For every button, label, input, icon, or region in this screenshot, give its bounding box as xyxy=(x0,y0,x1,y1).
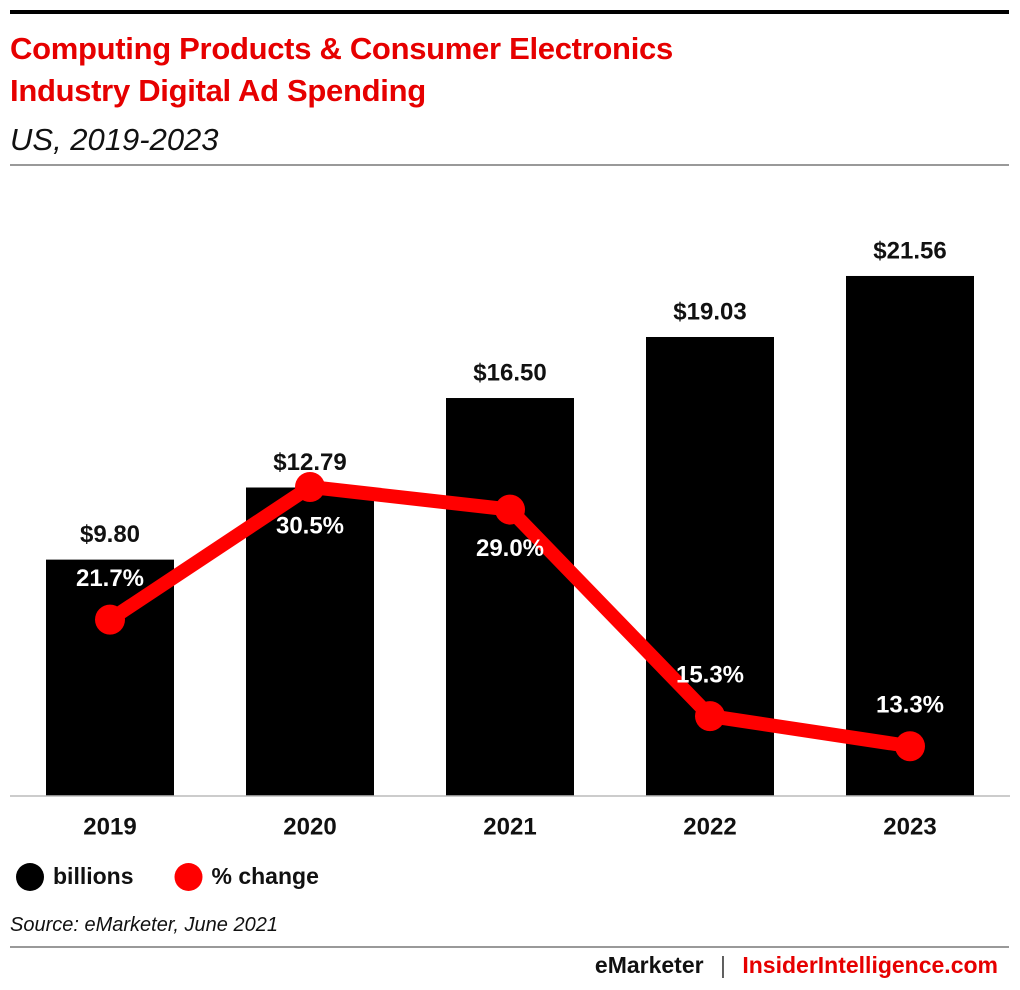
source: Source: eMarketer, June 2021 xyxy=(10,914,278,936)
legend-label: % change xyxy=(212,863,319,889)
x-tick-label: 2023 xyxy=(883,813,936,840)
bar-value-label: $12.79 xyxy=(273,449,346,476)
x-tick-label: 2019 xyxy=(83,813,136,840)
bar xyxy=(246,487,374,796)
x-tick-label: 2022 xyxy=(683,813,736,840)
bar-value-label: $9.80 xyxy=(80,521,140,548)
x-tick-label: 2021 xyxy=(483,813,536,840)
bar-value-label: $21.56 xyxy=(873,237,946,264)
legend-marker xyxy=(174,863,203,891)
chart-subtitle: US, 2019-2023 xyxy=(10,122,219,157)
bar xyxy=(846,275,974,797)
line-point xyxy=(895,731,925,762)
line-value-label: 21.7% xyxy=(76,565,144,592)
footer-brand: eMarketer xyxy=(594,952,704,978)
divider xyxy=(10,164,1009,166)
bar-value-label: $16.50 xyxy=(473,359,546,386)
footer: eMarketer | InsiderIntelligence.com xyxy=(585,952,998,979)
line-value-label: 30.5% xyxy=(276,512,344,539)
line-value-label: 13.3% xyxy=(876,692,944,719)
line-point xyxy=(95,604,125,635)
bar-value-label: $19.03 xyxy=(673,298,746,325)
line-value-label: 15.3% xyxy=(676,661,744,688)
line-point xyxy=(695,701,725,732)
footer-separator: | xyxy=(719,952,726,978)
line-point xyxy=(495,494,525,525)
footer-site: InsiderIntelligence.com xyxy=(742,952,998,978)
top-bar xyxy=(10,10,1009,14)
chart-title: Computing Products & Consumer Electronic… xyxy=(10,31,673,108)
bar xyxy=(446,398,574,796)
divider xyxy=(10,946,1009,948)
legend-label: billions xyxy=(53,863,134,889)
x-tick-label: 2020 xyxy=(283,813,336,840)
line-value-label: 29.0% xyxy=(476,535,544,562)
legend-marker xyxy=(16,863,44,891)
line-point xyxy=(295,471,325,502)
